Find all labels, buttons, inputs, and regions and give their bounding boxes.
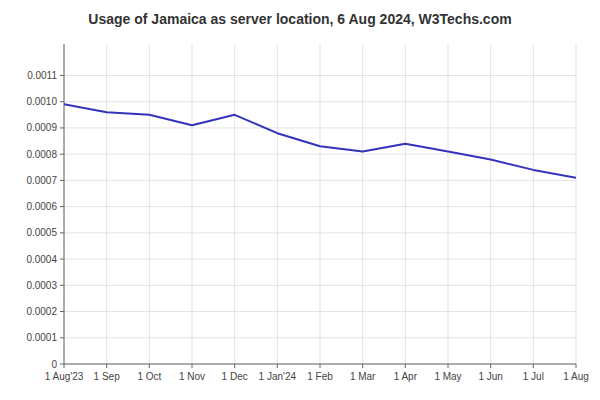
- grid: [64, 44, 576, 364]
- y-tick-label: 0.0002: [26, 306, 57, 317]
- y-tick: [60, 206, 64, 207]
- y-grid-line: [64, 364, 576, 365]
- x-grid-line: [576, 44, 577, 364]
- x-tick: [576, 364, 577, 368]
- x-tick: [149, 364, 150, 368]
- x-tick-label: 1 Oct: [137, 371, 161, 382]
- y-tick-label: 0.0011: [27, 70, 57, 81]
- x-tick: [106, 364, 107, 368]
- y-axis-line: [64, 44, 65, 364]
- x-tick: [533, 364, 534, 368]
- x-tick-label: 1 Jan'24: [259, 371, 297, 382]
- y-tick-label: 0.0001: [26, 332, 57, 343]
- x-tick: [234, 364, 235, 368]
- y-tick: [60, 364, 64, 365]
- x-tick: [490, 364, 491, 368]
- y-tick-label: 0.0008: [26, 149, 57, 160]
- x-tick-label: 1 Feb: [307, 371, 333, 382]
- y-tick: [60, 180, 64, 181]
- x-grid-line: [448, 44, 449, 364]
- chart-svg: Usage of Jamaica as server location, 6 A…: [0, 0, 600, 400]
- x-tick-label: 1 Apr: [394, 371, 418, 382]
- x-grid-line: [64, 44, 65, 364]
- x-grid-line: [405, 44, 406, 364]
- x-axis-line: [64, 364, 576, 365]
- x-grid-line: [149, 44, 150, 364]
- y-tick: [60, 337, 64, 338]
- x-tick: [448, 364, 449, 368]
- x-tick-label: 1 Aug: [563, 371, 589, 382]
- x-tick-label: 1 Nov: [179, 371, 205, 382]
- y-tick: [60, 127, 64, 128]
- y-tick-label: 0.0010: [26, 96, 57, 107]
- x-tick: [277, 364, 278, 368]
- x-grid-line: [320, 44, 321, 364]
- y-tick: [60, 75, 64, 76]
- x-tick: [405, 364, 406, 368]
- data-line: [64, 104, 576, 177]
- y-tick-label: 0.0004: [26, 254, 57, 265]
- y-tick-label: 0.0006: [26, 201, 57, 212]
- x-grid-line: [277, 44, 278, 364]
- x-tick-label: 1 Sep: [94, 371, 121, 382]
- x-tick-label: 1 Mar: [350, 371, 376, 382]
- y-tick: [60, 232, 64, 233]
- x-tick-label: 1 Aug'23: [45, 371, 84, 382]
- y-tick-label: 0.0003: [26, 280, 57, 291]
- axes: 0 0.0001 0.0002 0.0003 0.0004 0.0005 0.0006 0.0…: [26, 44, 588, 382]
- y-tick-label: 0: [51, 359, 57, 370]
- x-tick: [192, 364, 193, 368]
- y-tick: [60, 285, 64, 286]
- x-tick-label: 1 May: [434, 371, 461, 382]
- x-tick-label: 1 Jun: [478, 371, 502, 382]
- x-grid-line: [533, 44, 534, 364]
- x-grid-line: [106, 44, 107, 364]
- x-tick: [64, 364, 65, 368]
- chart-title: Usage of Jamaica as server location, 6 A…: [88, 11, 511, 27]
- y-tick: [60, 311, 64, 312]
- plot-area: [64, 104, 576, 177]
- x-grid-line: [490, 44, 491, 364]
- x-grid-line: [234, 44, 235, 364]
- y-tick-label: 0.0007: [26, 175, 57, 186]
- x-tick: [320, 364, 321, 368]
- y-tick-label: 0.0005: [26, 227, 57, 238]
- chart-container: Usage of Jamaica as server location, 6 A…: [0, 0, 600, 400]
- y-tick: [60, 101, 64, 102]
- x-tick-label: 1 Dec: [222, 371, 248, 382]
- y-tick: [60, 259, 64, 260]
- y-tick-label: 0.0009: [26, 122, 57, 133]
- x-tick-label: 1 Jul: [523, 371, 544, 382]
- y-tick: [60, 154, 64, 155]
- x-tick: [362, 364, 363, 368]
- x-grid-line: [362, 44, 363, 364]
- x-grid-line: [192, 44, 193, 364]
